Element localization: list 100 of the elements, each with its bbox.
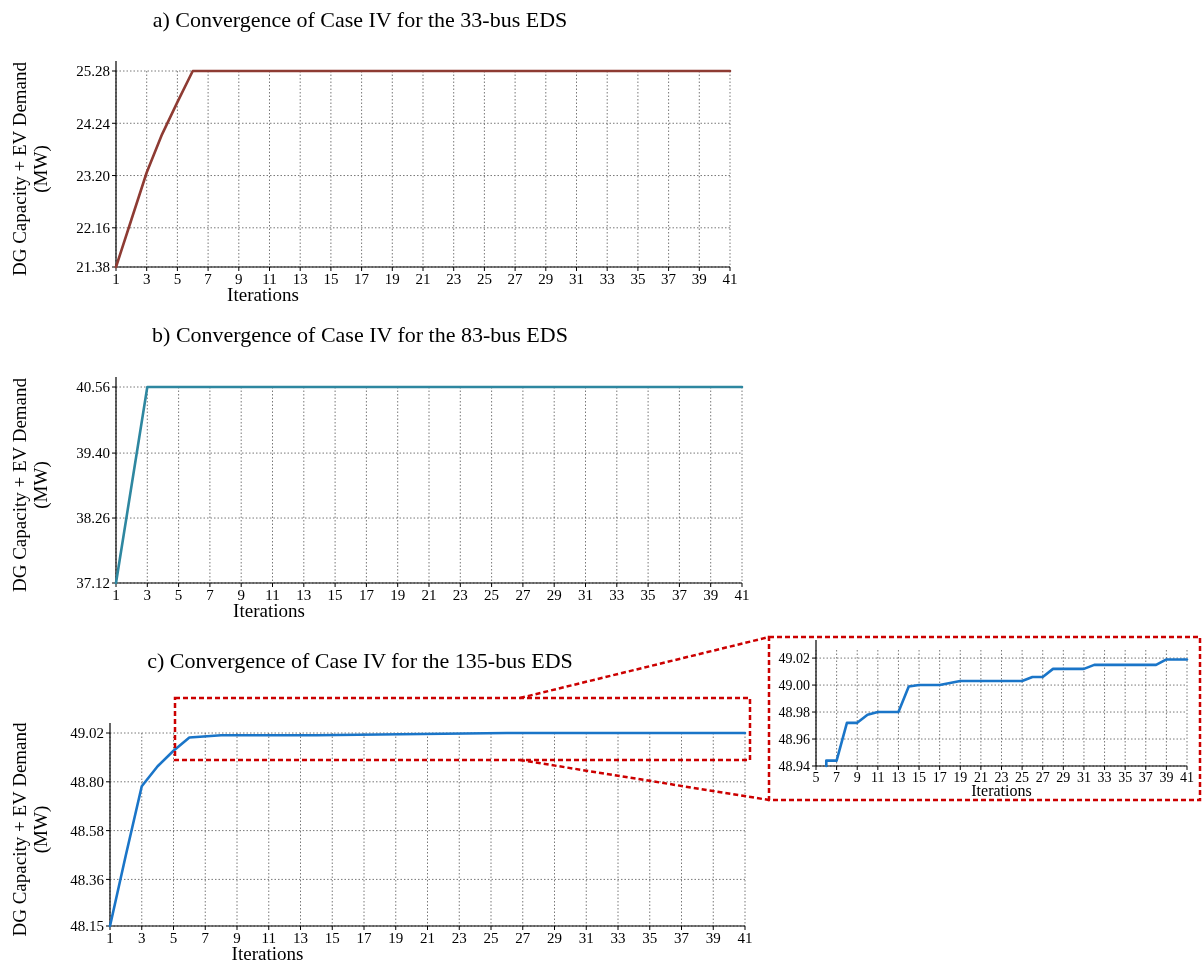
x-tick-label: 37 [671, 587, 688, 603]
x-tick-label: 7 [204, 271, 213, 287]
x-tick-label: 33 [610, 930, 626, 946]
x-axis-title: Iterations [231, 943, 304, 964]
y-tick-label: 25.28 [76, 63, 110, 80]
x-tick-label: 3 [143, 587, 152, 603]
x-tick-label: 41 [734, 587, 750, 603]
x-tick-label: 35 [1118, 770, 1133, 785]
x-axis-title: Iterations [233, 600, 305, 621]
x-tick-label: 5 [173, 271, 182, 287]
x-tick-label: 1 [112, 271, 120, 287]
x-tick-label: 7 [201, 930, 210, 946]
x-axis-title: Iterations [971, 782, 1032, 799]
x-tick-label: 9 [235, 271, 243, 287]
x-tick-label: 25 [484, 587, 500, 603]
x-tick-label: 31 [578, 587, 593, 603]
x-tick-label: 31 [1076, 770, 1091, 785]
x-tick-label: 17 [354, 271, 370, 287]
x-tick-label: 29 [538, 271, 554, 287]
y-tick-label: 48.80 [70, 774, 104, 791]
x-tick-label: 25 [483, 930, 499, 946]
x-tick-label: 39 [703, 587, 719, 603]
x-tick-label: 7 [833, 770, 841, 785]
y-tick-label: 49.02 [778, 650, 810, 666]
x-tick-label: 11 [261, 930, 276, 946]
y-tick-label: 40.56 [76, 379, 111, 396]
y-tick-label: 48.98 [778, 704, 810, 720]
x-tick-label: 3 [138, 930, 146, 946]
x-tick-label: 39 [705, 930, 721, 946]
x-tick-label: 37 [661, 271, 677, 287]
chart-title: c) Convergence of Case IV for the 135-bus EDS [147, 648, 573, 673]
y-tick-label: 21.38 [76, 259, 110, 276]
x-tick-label: 25 [1015, 770, 1030, 785]
x-tick-label: 23 [451, 930, 467, 946]
x-tick-label: 11 [265, 587, 280, 603]
x-tick-label: 33 [1097, 770, 1112, 785]
x-tick-label: 31 [569, 271, 584, 287]
y-tick-label: 48.96 [778, 731, 810, 747]
x-tick-label: 31 [578, 930, 594, 946]
x-tick-label: 39 [1159, 770, 1174, 785]
y-tick-label: 49.02 [70, 725, 104, 742]
x-tick-label: 5 [174, 587, 183, 603]
x-tick-label: 23 [994, 770, 1009, 785]
x-tick-label: 41 [737, 930, 753, 946]
x-tick-label: 7 [206, 587, 215, 603]
x-tick-label: 39 [691, 271, 707, 287]
x-tick-label: 11 [871, 770, 885, 785]
x-tick-label: 27 [507, 271, 524, 287]
y-tick-label: 38.26 [76, 510, 111, 527]
x-tick-label: 21 [421, 587, 437, 603]
line-series [825, 658, 1189, 768]
y-axis-title: DG Capacity + EV Demand (MW) [9, 377, 52, 593]
y-tick-label: 48.94 [778, 758, 810, 774]
y-tick-label: 48.15 [70, 918, 104, 935]
x-tick-label: 33 [609, 587, 625, 603]
x-tick-label: 17 [358, 587, 375, 603]
x-tick-label: 3 [142, 271, 151, 287]
x-tick-label: 9 [853, 770, 861, 785]
x-tick-label: 23 [452, 587, 468, 603]
x-tick-label: 1 [106, 930, 114, 946]
x-tick-label: 1 [112, 587, 120, 603]
y-tick-label: 37.12 [76, 575, 110, 592]
x-tick-label: 9 [237, 587, 245, 603]
x-tick-label: 15 [327, 587, 343, 603]
y-tick-label: 48.36 [70, 871, 105, 888]
y-tick-label: 39.40 [76, 445, 110, 462]
x-tick-label: 13 [292, 271, 308, 287]
x-tick-label: 29 [546, 587, 562, 603]
x-tick-label: 23 [446, 271, 462, 287]
x-tick-label: 17 [932, 770, 947, 785]
chart-title: a) Convergence of Case IV for the 33-bus EDS [152, 7, 568, 32]
y-axis-title: DG Capacity + EV Demand (MW) [9, 721, 52, 937]
x-tick-label: 15 [324, 930, 340, 946]
x-tick-label: 5 [812, 770, 820, 785]
y-tick-label: 49.00 [778, 677, 810, 693]
chart-title: b) Convergence of Case IV for the 83-bus EDS [152, 322, 568, 347]
x-tick-label: 37 [1138, 770, 1153, 785]
x-tick-label: 35 [640, 587, 656, 603]
y-tick-label: 22.16 [76, 220, 111, 237]
x-tick-label: 15 [323, 271, 339, 287]
x-tick-label: 21 [420, 930, 435, 946]
x-tick-label: 13 [891, 770, 906, 785]
x-tick-label: 13 [296, 587, 312, 603]
x-tick-label: 15 [912, 770, 927, 785]
y-tick-label: 48.58 [70, 822, 104, 839]
x-tick-label: 19 [388, 930, 404, 946]
x-tick-label: 27 [515, 587, 531, 603]
x-axis-title: Iterations [227, 284, 299, 305]
x-tick-label: 33 [599, 271, 615, 287]
x-tick-label: 21 [973, 770, 988, 785]
x-tick-label: 29 [1056, 770, 1071, 785]
x-tick-label: 19 [953, 770, 968, 785]
x-tick-label: 19 [384, 271, 400, 287]
x-tick-label: 21 [415, 271, 431, 287]
x-tick-label: 19 [390, 587, 406, 603]
y-tick-label: 23.20 [76, 167, 110, 184]
x-tick-label: 17 [356, 930, 372, 946]
x-tick-label: 27 [515, 930, 531, 946]
x-tick-label: 37 [674, 930, 690, 946]
x-tick-label: 35 [642, 930, 658, 946]
